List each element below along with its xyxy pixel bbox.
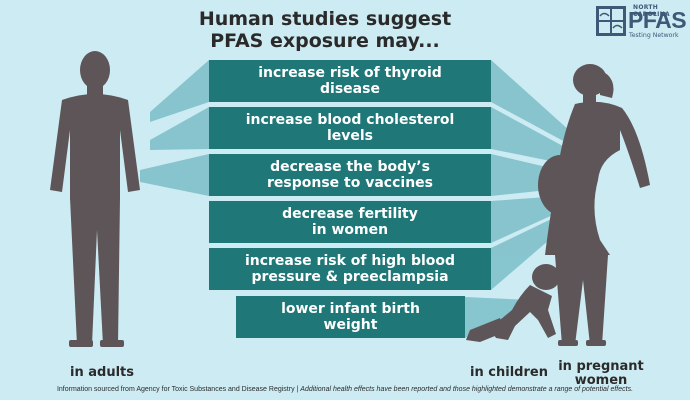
logo-subtitle: Testing Network — [629, 32, 679, 39]
child-silhouette — [466, 264, 560, 342]
caption-adults: in adults — [70, 365, 134, 380]
logo-mark-icon — [596, 6, 626, 36]
effect-birth-weight: lower infant birth weight — [236, 296, 465, 338]
logo-tagline: NORTH CAROLINA — [633, 4, 670, 18]
pregnant-woman-silhouette — [538, 64, 650, 346]
title-line-2: PFAS exposure may... — [210, 30, 440, 52]
title-line-1: Human studies suggest — [198, 8, 452, 30]
effect-thyroid: increase risk of thyroid disease — [209, 60, 491, 102]
caption-children: in children — [470, 365, 548, 380]
footer-note: Additional health effects have been repo… — [300, 386, 634, 393]
footer: Information sourced from Agency for Toxi… — [0, 386, 690, 393]
logo-name: PFAS — [628, 7, 687, 33]
page-title: Human studies suggest PFAS exposure may.… — [150, 8, 500, 52]
effect-vaccines: decrease the body’s response to vaccines — [209, 154, 491, 196]
adult-silhouette — [50, 51, 140, 347]
footer-source: Information sourced from Agency for Toxi… — [56, 386, 301, 393]
pfas-logo: NORTH CAROLINA PFAS Testing Network — [595, 4, 687, 40]
caption-pregnant-women: in pregnant women — [558, 359, 644, 388]
adult-rays — [140, 60, 209, 196]
effect-blood-pressure: increase risk of high blood pressure & p… — [209, 248, 491, 290]
effect-fertility: decrease fertility in women — [209, 201, 491, 243]
effect-cholesterol: increase blood cholesterol levels — [209, 107, 491, 149]
